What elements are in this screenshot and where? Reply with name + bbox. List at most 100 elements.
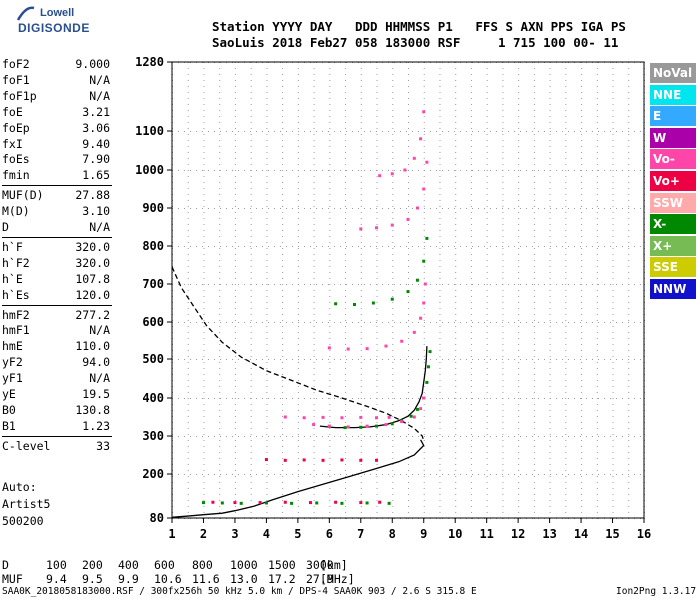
grid-dot bbox=[532, 170, 533, 171]
grid-dot bbox=[478, 398, 479, 399]
grid-dot bbox=[502, 506, 504, 507]
grid-dot bbox=[376, 476, 378, 477]
trace-point bbox=[375, 424, 379, 428]
muf-value: 11.6 bbox=[192, 572, 220, 586]
grid-dot bbox=[565, 176, 567, 177]
grid-dot bbox=[581, 440, 583, 441]
grid-dot bbox=[486, 374, 488, 375]
trace-point bbox=[233, 501, 237, 505]
grid-dot bbox=[518, 278, 520, 279]
grid-dot bbox=[586, 359, 587, 360]
grid-dot bbox=[266, 122, 268, 123]
grid-dot bbox=[581, 212, 583, 213]
grid-dot bbox=[360, 116, 362, 117]
grid-dot bbox=[586, 322, 587, 323]
grid-dot bbox=[346, 246, 347, 247]
grid-dot bbox=[352, 246, 353, 247]
grid-dot bbox=[518, 266, 520, 267]
grid-dot bbox=[423, 344, 425, 345]
grid-dot bbox=[470, 494, 472, 495]
trace-point bbox=[334, 500, 338, 504]
grid-dot bbox=[518, 356, 520, 357]
grid-dot bbox=[581, 272, 583, 273]
grid-dot bbox=[466, 474, 467, 475]
grid-dot bbox=[304, 131, 305, 132]
grid-dot bbox=[250, 284, 251, 285]
grid-dot bbox=[470, 434, 472, 435]
grid-dot bbox=[628, 296, 630, 297]
grid-dot bbox=[313, 302, 315, 303]
grid-dot bbox=[234, 164, 236, 165]
grid-dot bbox=[565, 140, 567, 141]
grid-dot bbox=[423, 488, 425, 489]
grid-dot bbox=[592, 436, 593, 437]
grid-dot bbox=[203, 128, 205, 129]
grid-dot bbox=[455, 152, 457, 153]
grid-dot bbox=[439, 344, 441, 345]
grid-dot bbox=[297, 332, 299, 333]
trace-point bbox=[412, 415, 416, 419]
grid-dot bbox=[187, 470, 189, 471]
grid-dot bbox=[250, 170, 252, 171]
grid-dot bbox=[439, 182, 441, 183]
grid-dot bbox=[622, 246, 623, 247]
grid-dot bbox=[345, 338, 347, 339]
grid-dot bbox=[628, 326, 630, 327]
grid-dot bbox=[234, 158, 236, 159]
grid-dot bbox=[329, 434, 331, 435]
grid-dot bbox=[596, 80, 598, 81]
grid-dot bbox=[562, 474, 563, 475]
trace-point bbox=[378, 500, 382, 504]
trace-point bbox=[283, 415, 287, 419]
grid-dot bbox=[376, 246, 377, 247]
grid-dot bbox=[297, 458, 299, 459]
x-tick-label: 6 bbox=[326, 527, 333, 541]
grid-dot bbox=[360, 302, 362, 303]
grid-dot bbox=[533, 92, 535, 93]
grid-dot bbox=[329, 296, 331, 297]
grid-dot bbox=[455, 434, 457, 435]
grid-dot bbox=[250, 92, 252, 93]
grid-dot bbox=[292, 359, 293, 360]
grid-dot bbox=[612, 248, 614, 249]
grid-dot bbox=[470, 260, 472, 261]
grid-dot bbox=[345, 320, 347, 321]
grid-dot bbox=[628, 338, 630, 339]
grid-dot bbox=[329, 128, 331, 129]
grid-dot bbox=[581, 92, 583, 93]
grid-dot bbox=[484, 322, 485, 323]
grid-dot bbox=[439, 224, 441, 225]
grid-dot bbox=[486, 116, 488, 117]
grid-dot bbox=[612, 86, 614, 87]
grid-dot bbox=[596, 254, 598, 255]
grid-dot bbox=[486, 206, 488, 207]
grid-dot bbox=[250, 326, 252, 327]
grid-dot bbox=[329, 314, 331, 315]
grid-dot bbox=[238, 208, 239, 209]
grid-dot bbox=[532, 359, 533, 360]
grid-dot bbox=[538, 398, 539, 399]
grid-dot bbox=[439, 392, 441, 393]
grid-dot bbox=[376, 170, 378, 171]
grid-dot bbox=[628, 230, 630, 231]
grid-dot bbox=[565, 410, 567, 411]
grid-dot bbox=[334, 322, 335, 323]
grid-dot bbox=[250, 266, 252, 267]
grid-dot bbox=[408, 338, 409, 339]
grid-dot bbox=[484, 474, 485, 475]
grid-dot bbox=[430, 359, 431, 360]
grid-dot bbox=[455, 470, 457, 471]
grid-dot bbox=[392, 398, 394, 399]
grid-dot bbox=[470, 410, 472, 411]
grid-dot bbox=[486, 314, 488, 315]
grid-dot bbox=[392, 482, 394, 483]
grid-dot bbox=[313, 482, 315, 483]
grid-dot bbox=[622, 322, 623, 323]
grid-dot bbox=[297, 308, 299, 309]
grid-dot bbox=[313, 104, 315, 105]
grid-dot bbox=[581, 446, 583, 447]
grid-dot bbox=[203, 392, 205, 393]
grid-dot bbox=[219, 452, 221, 453]
grid-dot bbox=[329, 206, 331, 207]
grid-dot bbox=[442, 398, 443, 399]
